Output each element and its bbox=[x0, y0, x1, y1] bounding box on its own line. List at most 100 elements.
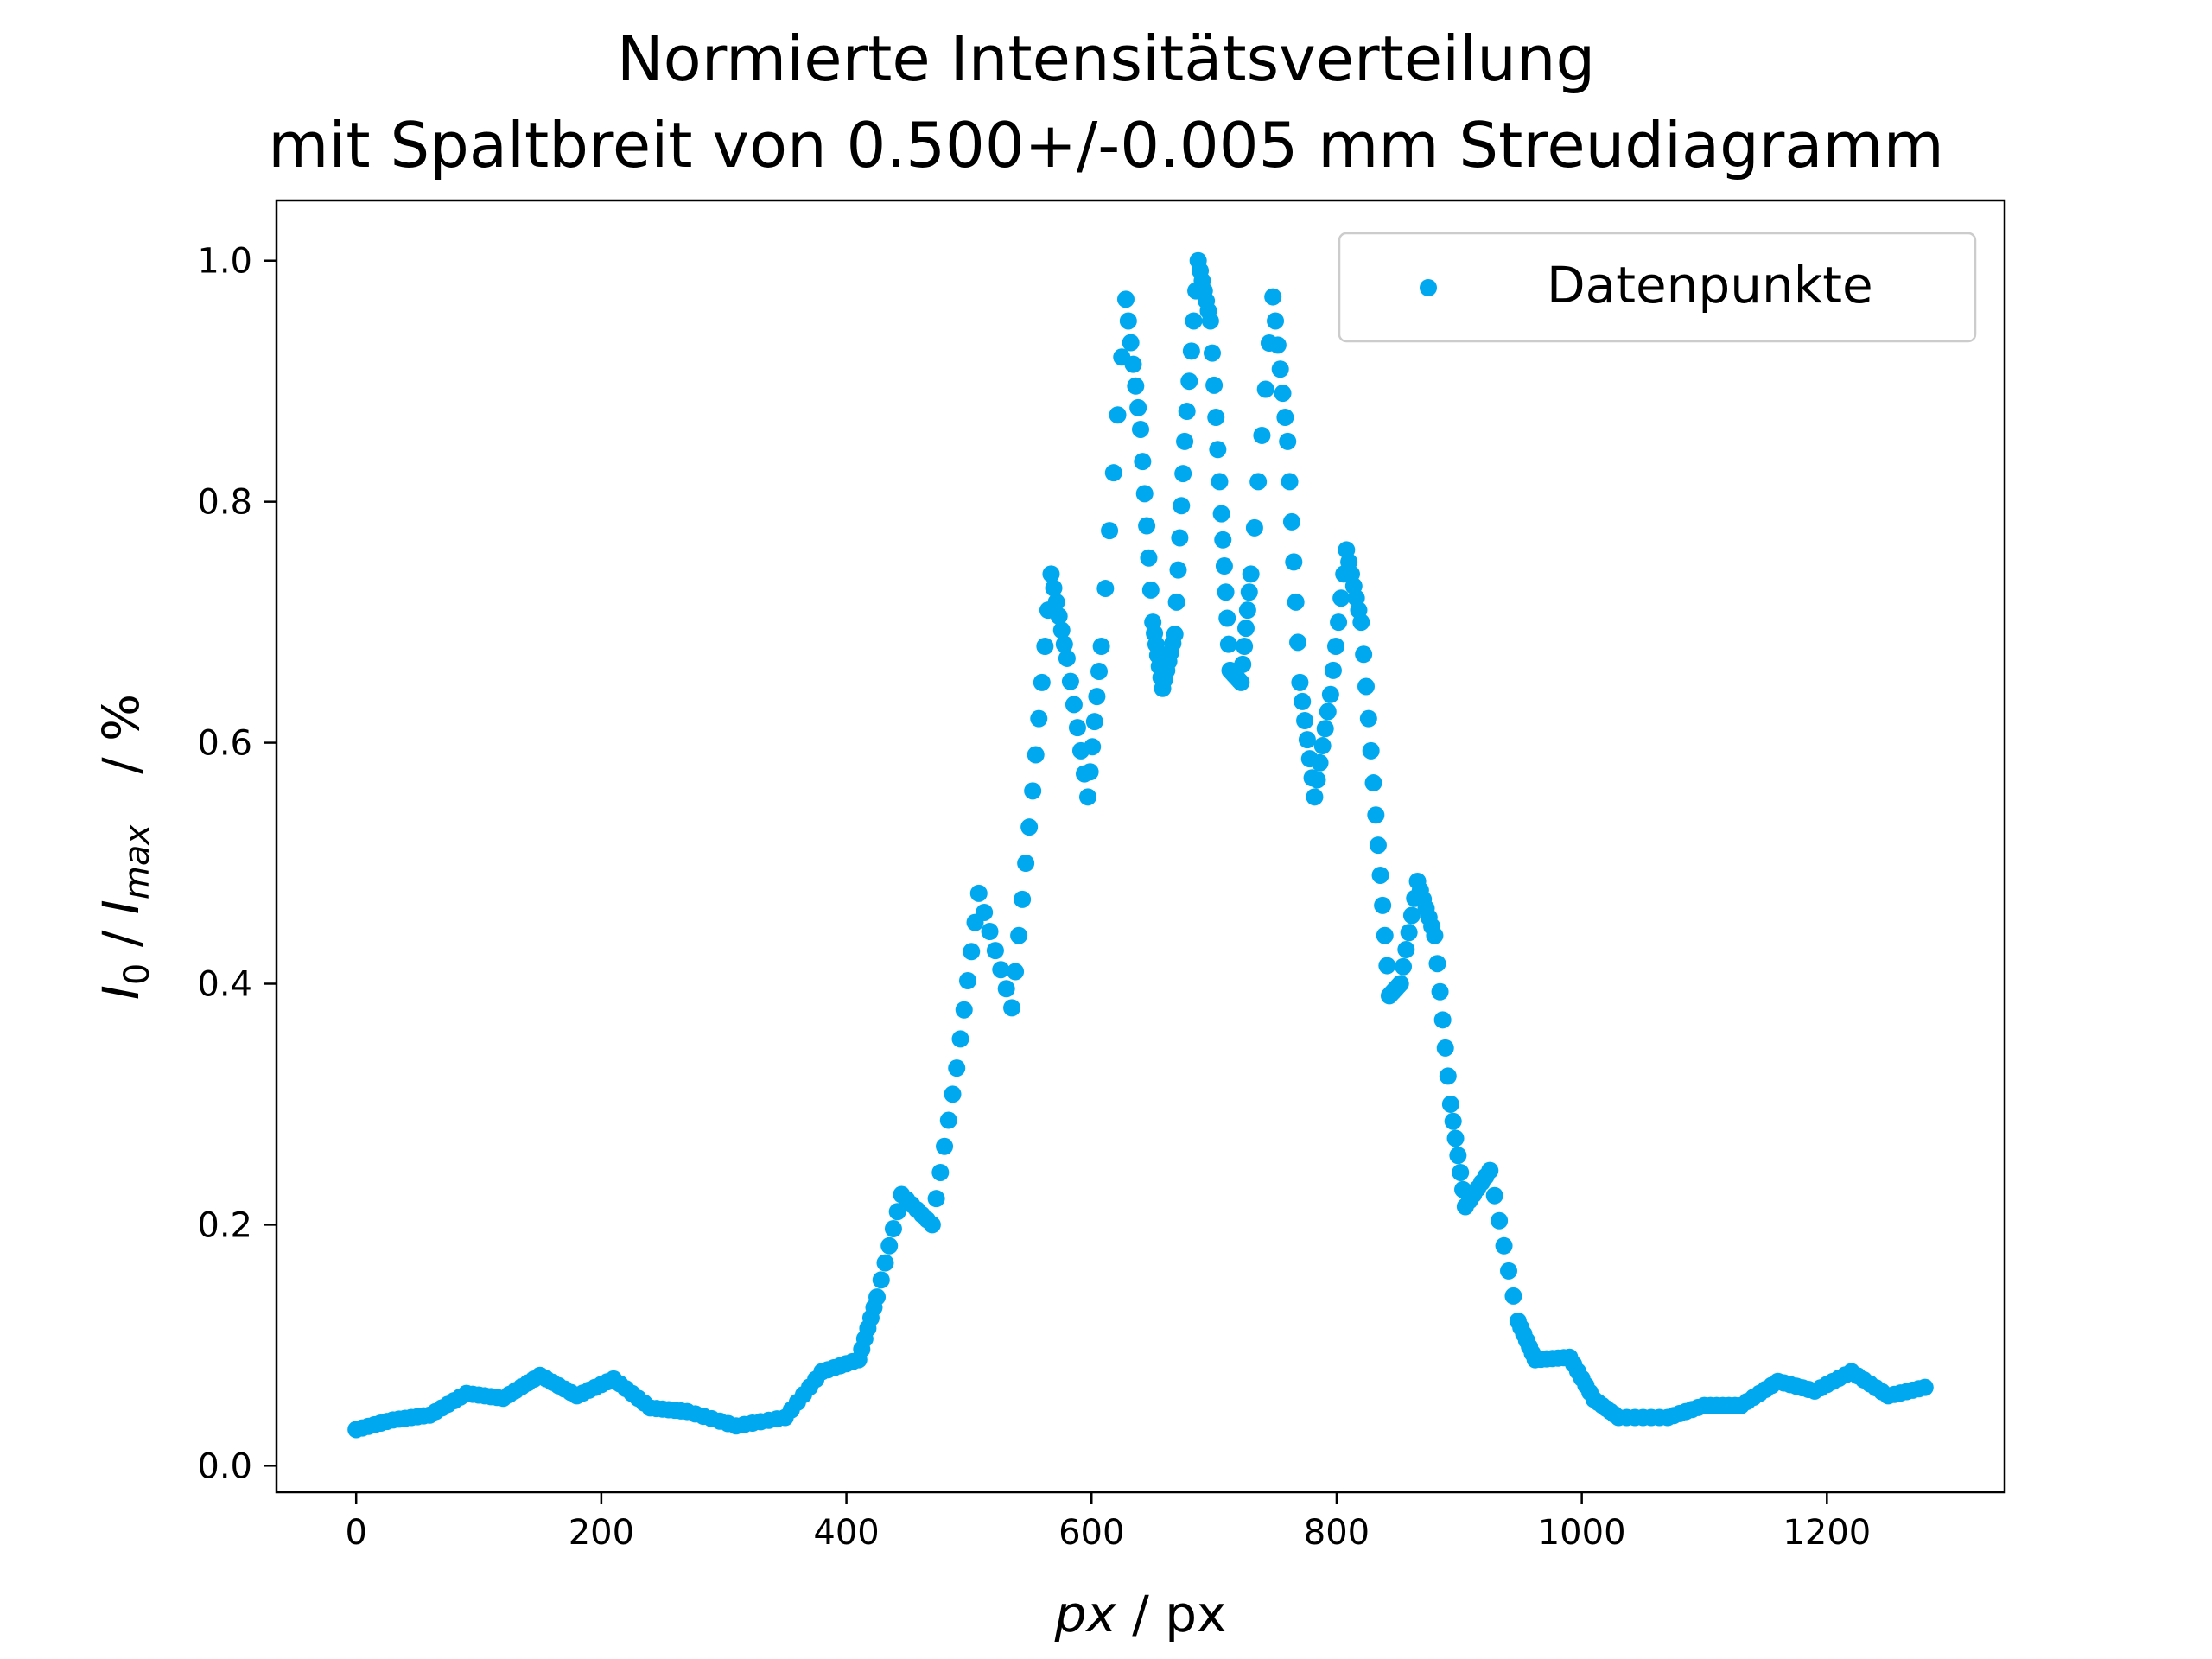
data-point bbox=[1268, 336, 1287, 354]
data-point bbox=[939, 1111, 957, 1129]
data-point bbox=[1201, 312, 1219, 330]
data-point bbox=[1024, 782, 1042, 800]
data-point bbox=[1045, 579, 1063, 597]
data-point bbox=[1916, 1378, 1934, 1396]
data-point bbox=[1036, 637, 1054, 655]
data-point bbox=[880, 1236, 899, 1255]
data-point bbox=[1327, 637, 1345, 655]
data-point bbox=[1109, 406, 1127, 424]
data-point bbox=[1017, 855, 1035, 873]
data-point bbox=[1439, 1067, 1457, 1085]
data-point bbox=[1281, 473, 1299, 491]
data-point bbox=[1042, 565, 1060, 583]
x-axis-label-var: px bbox=[1054, 1585, 1117, 1643]
data-point bbox=[1285, 553, 1303, 571]
y-tick-label: 0.8 bbox=[197, 483, 252, 523]
data-point bbox=[1256, 380, 1274, 398]
data-points bbox=[347, 251, 1934, 1439]
data-point bbox=[1050, 607, 1068, 626]
data-point bbox=[1055, 635, 1073, 653]
y-axis-label: I0 / Imax/ % bbox=[92, 694, 157, 1000]
data-point bbox=[986, 942, 1004, 960]
data-point bbox=[1182, 342, 1200, 360]
data-point bbox=[992, 961, 1010, 979]
data-point bbox=[1014, 890, 1032, 908]
data-point bbox=[1291, 673, 1309, 691]
data-point bbox=[1176, 432, 1194, 450]
data-point bbox=[1249, 473, 1268, 491]
y-label-imax: I bbox=[92, 899, 150, 914]
data-point bbox=[1245, 518, 1263, 537]
data-point bbox=[1306, 788, 1324, 806]
data-point bbox=[1169, 561, 1187, 579]
y-tick-label: 0.6 bbox=[197, 724, 252, 764]
x-tick-label: 0 bbox=[345, 1513, 366, 1553]
data-point bbox=[1205, 376, 1224, 394]
data-point bbox=[1431, 982, 1449, 1001]
x-tick-label: 1000 bbox=[1538, 1513, 1626, 1553]
data-point bbox=[1242, 565, 1260, 583]
data-point bbox=[1236, 637, 1254, 655]
legend-marker bbox=[1420, 279, 1437, 296]
data-point bbox=[1364, 774, 1382, 792]
data-point bbox=[1079, 788, 1097, 806]
y-label-i0: I bbox=[92, 985, 150, 1000]
data-point bbox=[1313, 737, 1332, 755]
data-point bbox=[1504, 1287, 1522, 1305]
data-point bbox=[1357, 677, 1375, 696]
data-point bbox=[1236, 620, 1255, 638]
data-point bbox=[1219, 635, 1237, 653]
y-label-imax-sub: max bbox=[118, 824, 157, 899]
data-point bbox=[1134, 453, 1152, 471]
data-point bbox=[1065, 696, 1083, 714]
data-point bbox=[1330, 613, 1348, 632]
data-point bbox=[1116, 290, 1135, 308]
data-point bbox=[1491, 1211, 1509, 1230]
data-point bbox=[1371, 866, 1389, 884]
data-point bbox=[951, 1030, 969, 1048]
data-point bbox=[1129, 398, 1147, 416]
data-point bbox=[1047, 593, 1065, 611]
data-point bbox=[1367, 806, 1385, 824]
data-point bbox=[1355, 645, 1373, 664]
y-tick-label: 0.2 bbox=[197, 1205, 252, 1245]
data-point bbox=[1234, 655, 1252, 673]
data-point bbox=[1003, 999, 1021, 1017]
data-point bbox=[1298, 731, 1316, 749]
data-point bbox=[1271, 360, 1289, 378]
data-point bbox=[1173, 497, 1191, 515]
data-point bbox=[1400, 924, 1418, 942]
data-point bbox=[1132, 420, 1149, 438]
x-tick-label: 200 bbox=[569, 1513, 634, 1553]
data-point bbox=[1316, 720, 1334, 738]
data-point bbox=[1138, 517, 1156, 535]
data-point bbox=[1119, 312, 1137, 330]
data-point bbox=[1207, 409, 1225, 427]
data-point bbox=[868, 1288, 887, 1306]
data-point bbox=[1289, 633, 1307, 652]
data-point bbox=[1369, 836, 1387, 855]
data-point bbox=[1052, 621, 1071, 639]
data-point bbox=[1068, 719, 1086, 737]
data-point bbox=[888, 1203, 906, 1221]
data-point bbox=[1088, 688, 1106, 706]
data-point bbox=[1240, 583, 1258, 601]
y-tick-label: 0.4 bbox=[197, 964, 252, 1004]
data-point bbox=[1308, 771, 1326, 789]
data-point bbox=[1122, 334, 1140, 352]
data-point bbox=[936, 1137, 954, 1155]
data-point bbox=[1033, 673, 1051, 691]
data-point bbox=[1215, 557, 1233, 575]
data-point bbox=[1020, 818, 1039, 836]
data-point bbox=[1010, 926, 1028, 944]
x-axis-label-unit: / px bbox=[1116, 1585, 1227, 1643]
legend-box bbox=[1338, 232, 1977, 343]
x-tick-label: 600 bbox=[1058, 1513, 1124, 1553]
data-point bbox=[1030, 709, 1048, 728]
x-axis-label: px / px bbox=[1054, 1585, 1227, 1643]
data-point bbox=[1485, 1186, 1503, 1205]
data-point bbox=[1180, 372, 1198, 391]
data-point bbox=[1378, 957, 1396, 975]
data-point bbox=[1232, 673, 1250, 691]
